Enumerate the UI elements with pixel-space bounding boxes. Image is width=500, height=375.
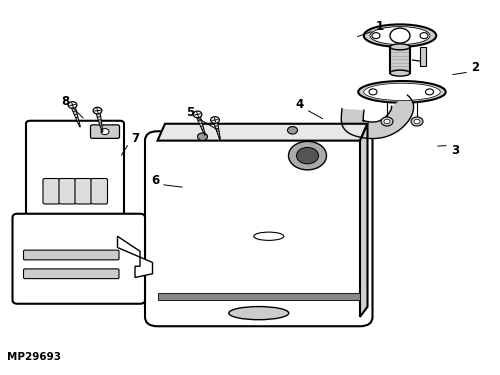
Circle shape — [411, 117, 423, 126]
Text: 6: 6 — [151, 174, 159, 186]
Circle shape — [420, 33, 428, 39]
Text: MP29693: MP29693 — [8, 352, 62, 362]
FancyBboxPatch shape — [43, 178, 60, 204]
Ellipse shape — [229, 307, 289, 320]
Ellipse shape — [370, 27, 430, 45]
Circle shape — [426, 89, 434, 95]
Circle shape — [414, 119, 420, 124]
Circle shape — [93, 107, 102, 114]
FancyBboxPatch shape — [145, 131, 372, 326]
Polygon shape — [118, 236, 152, 278]
Circle shape — [210, 117, 220, 123]
Circle shape — [288, 127, 298, 134]
Ellipse shape — [254, 232, 284, 240]
Circle shape — [372, 33, 380, 39]
Polygon shape — [70, 105, 81, 127]
Circle shape — [288, 141, 327, 170]
Polygon shape — [158, 124, 368, 141]
Bar — [420, 47, 426, 66]
Polygon shape — [213, 120, 220, 140]
Circle shape — [198, 133, 207, 141]
Polygon shape — [341, 95, 413, 138]
Circle shape — [369, 89, 377, 95]
FancyBboxPatch shape — [26, 121, 124, 220]
Text: 8: 8 — [61, 95, 69, 108]
FancyBboxPatch shape — [24, 269, 119, 279]
FancyBboxPatch shape — [90, 125, 120, 138]
Text: 1: 1 — [376, 20, 384, 33]
Bar — [390, 47, 410, 73]
FancyBboxPatch shape — [12, 214, 145, 304]
Text: 3: 3 — [451, 144, 459, 156]
Polygon shape — [158, 141, 360, 317]
Polygon shape — [96, 110, 103, 132]
Ellipse shape — [390, 44, 410, 50]
Text: 7: 7 — [131, 132, 139, 145]
Circle shape — [193, 111, 202, 118]
Ellipse shape — [390, 70, 410, 76]
Text: 2: 2 — [471, 61, 479, 74]
Ellipse shape — [358, 81, 446, 103]
Circle shape — [390, 28, 410, 43]
Circle shape — [381, 117, 393, 126]
Ellipse shape — [364, 83, 440, 100]
FancyBboxPatch shape — [59, 178, 76, 204]
Circle shape — [68, 102, 77, 108]
Bar — [158, 293, 360, 300]
Text: 4: 4 — [296, 99, 304, 111]
Circle shape — [296, 147, 318, 164]
Polygon shape — [196, 114, 205, 135]
Text: 5: 5 — [186, 106, 194, 119]
FancyBboxPatch shape — [75, 178, 92, 204]
FancyBboxPatch shape — [24, 250, 119, 260]
Ellipse shape — [364, 24, 436, 47]
Circle shape — [384, 119, 390, 124]
FancyBboxPatch shape — [91, 178, 108, 204]
Polygon shape — [360, 124, 368, 317]
Circle shape — [101, 129, 109, 135]
